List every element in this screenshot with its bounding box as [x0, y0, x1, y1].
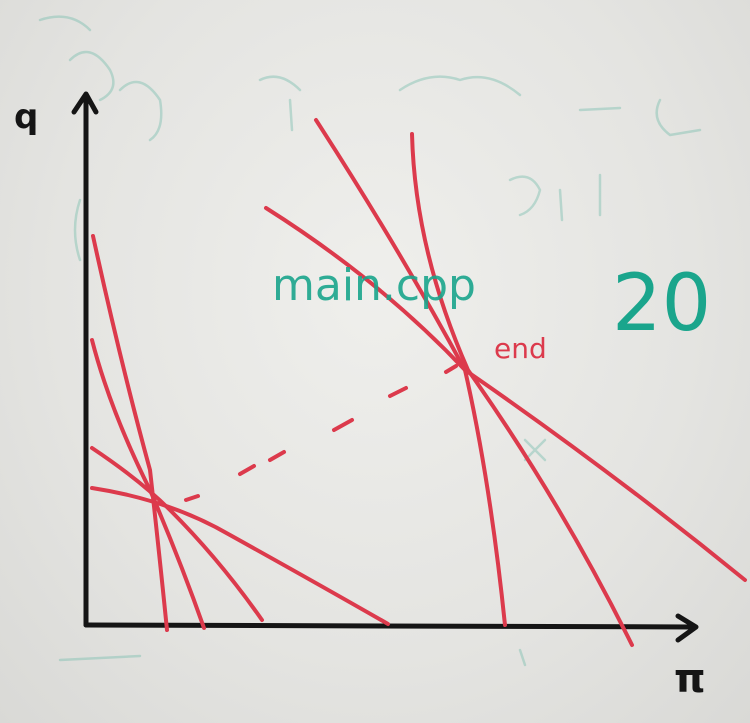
- left-line-2: [90, 338, 206, 630]
- left-line-4: [90, 486, 390, 626]
- x-axis: [83, 622, 697, 630]
- right-line-3: [264, 206, 747, 582]
- erased-ghost-marks: [38, 15, 702, 667]
- y-axis-label: q: [14, 97, 38, 137]
- y-axis-arrowhead: [71, 91, 99, 115]
- left-line-3: [90, 446, 264, 622]
- x-axis-arrowhead: [675, 613, 699, 643]
- annotation-main-cpp: main.cpp: [272, 260, 476, 311]
- annotation-value: 20: [612, 259, 711, 349]
- right-line-1: [314, 118, 507, 627]
- x-axis-label: π: [674, 656, 706, 702]
- right-intersecting-lines: [264, 118, 747, 647]
- axes: [71, 91, 699, 643]
- left-intersecting-lines: [90, 234, 390, 632]
- dashed-connector: [184, 364, 458, 502]
- annotation-end: end: [494, 332, 547, 365]
- left-line-1: [91, 234, 169, 632]
